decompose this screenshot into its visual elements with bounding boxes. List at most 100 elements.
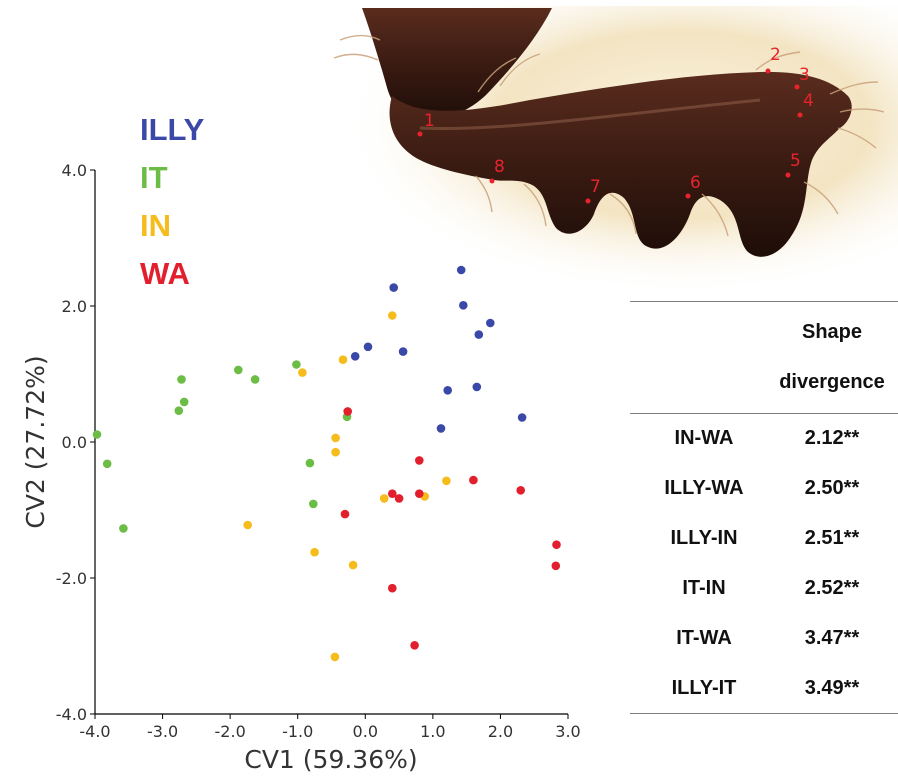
point-wa xyxy=(415,489,424,499)
point-wa xyxy=(552,540,561,549)
landmark-label-3: 3 xyxy=(799,65,810,85)
landmarks: 1 2 3 4 5 6 7 8 xyxy=(417,45,814,204)
landmark-dot-1 xyxy=(417,131,423,137)
point-in xyxy=(338,355,348,365)
point-illy xyxy=(486,318,495,328)
point-illy xyxy=(456,265,466,275)
point-wa xyxy=(394,494,404,503)
x-ticks: -4.0 -3.0 -2.0 -1.0 0.0 1.0 2.0 3.0 xyxy=(79,714,581,741)
point-it xyxy=(305,458,315,468)
leg-main-segment xyxy=(389,71,852,257)
y-tick-label: -4.0 xyxy=(56,705,87,724)
point-wa xyxy=(388,583,397,593)
table-cell-pair: ILLY-WA xyxy=(664,477,744,499)
x-tick-label: -4.0 xyxy=(79,722,110,741)
legend: ILLY IT IN WA xyxy=(140,106,204,298)
point-it xyxy=(102,459,112,469)
shape-divergence-table: Shape divergence IN-WA 2.12** ILLY-WA 2.… xyxy=(630,301,898,715)
landmark-label-1: 1 xyxy=(424,111,435,131)
y-tick-label: 2.0 xyxy=(62,297,87,316)
table-cell-value: 3.47** xyxy=(804,627,860,649)
point-wa xyxy=(516,486,525,495)
landmark-dot-3 xyxy=(794,84,800,90)
point-it xyxy=(309,499,318,509)
x-tick-label: -1.0 xyxy=(282,722,313,741)
point-illy xyxy=(517,413,527,422)
point-illy xyxy=(474,330,484,339)
point-wa xyxy=(388,489,397,499)
y-tick-label: -2.0 xyxy=(56,569,87,588)
table-cell-pair: IT-IN xyxy=(682,577,726,599)
landmark-label-8: 8 xyxy=(494,157,505,177)
landmark-dot-2 xyxy=(765,68,771,74)
table-row: IT-WA 3.47** xyxy=(630,613,898,663)
point-illy xyxy=(436,424,446,433)
point-in xyxy=(388,311,397,320)
y-ticks: -4.0 -2.0 0.0 2.0 4.0 xyxy=(56,161,95,724)
point-wa xyxy=(340,509,350,519)
point-wa xyxy=(415,456,424,465)
leg-upper-segment xyxy=(362,8,552,121)
point-it xyxy=(179,397,189,407)
x-tick-label: 0.0 xyxy=(353,722,378,741)
point-illy xyxy=(459,301,468,310)
landmark-label-2: 2 xyxy=(770,45,781,65)
legend-item-in: IN xyxy=(140,208,171,243)
point-it xyxy=(174,406,184,416)
point-in xyxy=(310,547,319,557)
y-axis-label: CV2 (27.72%) xyxy=(21,355,50,528)
landmark-label-7: 7 xyxy=(590,177,601,197)
landmark-dot-5 xyxy=(785,172,791,178)
x-tick-label: -2.0 xyxy=(215,722,246,741)
point-it xyxy=(119,524,128,533)
legend-item-it: IT xyxy=(140,160,168,195)
leg-highlight xyxy=(419,98,761,131)
x-tick-label: -3.0 xyxy=(147,722,178,741)
data-points xyxy=(92,265,561,662)
table-header-rule xyxy=(630,413,898,414)
table-cell-value: 2.12** xyxy=(804,427,860,449)
point-in xyxy=(243,520,252,530)
point-illy xyxy=(363,342,373,352)
x-tick-label: 3.0 xyxy=(555,722,580,741)
y-tick-label: 0.0 xyxy=(62,433,87,452)
landmark-dot-8 xyxy=(489,178,495,184)
point-illy xyxy=(350,352,360,361)
landmark-label-4: 4 xyxy=(803,91,814,111)
specimen-photo: 1 2 3 4 5 6 7 8 xyxy=(330,6,898,290)
point-it xyxy=(234,365,243,375)
table-cell-value: 2.50** xyxy=(804,477,860,499)
point-it xyxy=(177,375,186,384)
landmark-dot-4 xyxy=(797,112,803,118)
x-axis-label: CV1 (59.36%) xyxy=(244,745,417,774)
y-tick-label: 4.0 xyxy=(62,161,87,180)
point-wa xyxy=(469,475,478,485)
point-in xyxy=(331,447,340,457)
scatter-plot: -4.0 -3.0 -2.0 -1.0 0.0 1.0 2.0 3.0 -4.0 -2.0 0.0… xyxy=(21,161,581,774)
landmark-label-6: 6 xyxy=(690,173,701,193)
table-row: IT-IN 2.52** xyxy=(630,563,898,613)
table-row: IN-WA 2.12** xyxy=(630,413,898,463)
point-in xyxy=(298,368,307,377)
table-cell-pair: ILLY-IN xyxy=(670,527,738,549)
point-in xyxy=(330,652,340,662)
point-in xyxy=(331,433,340,443)
point-it xyxy=(250,375,260,384)
point-in xyxy=(348,560,358,570)
table-top-rule xyxy=(630,301,898,302)
table-cell-pair: IN-WA xyxy=(674,427,734,449)
point-in xyxy=(379,494,389,503)
table-row: ILLY-WA 2.50** xyxy=(630,463,898,513)
table-header-line1: Shape xyxy=(801,321,863,343)
point-in xyxy=(442,476,451,486)
point-wa xyxy=(410,641,419,650)
landmark-dot-7 xyxy=(585,198,591,204)
point-it xyxy=(292,360,301,369)
point-illy xyxy=(398,347,408,356)
landmark-label-5: 5 xyxy=(790,151,801,171)
table-header-line2: divergence xyxy=(779,371,885,393)
point-it xyxy=(92,430,102,439)
point-illy xyxy=(389,283,399,292)
legend-item-wa: WA xyxy=(140,256,190,291)
